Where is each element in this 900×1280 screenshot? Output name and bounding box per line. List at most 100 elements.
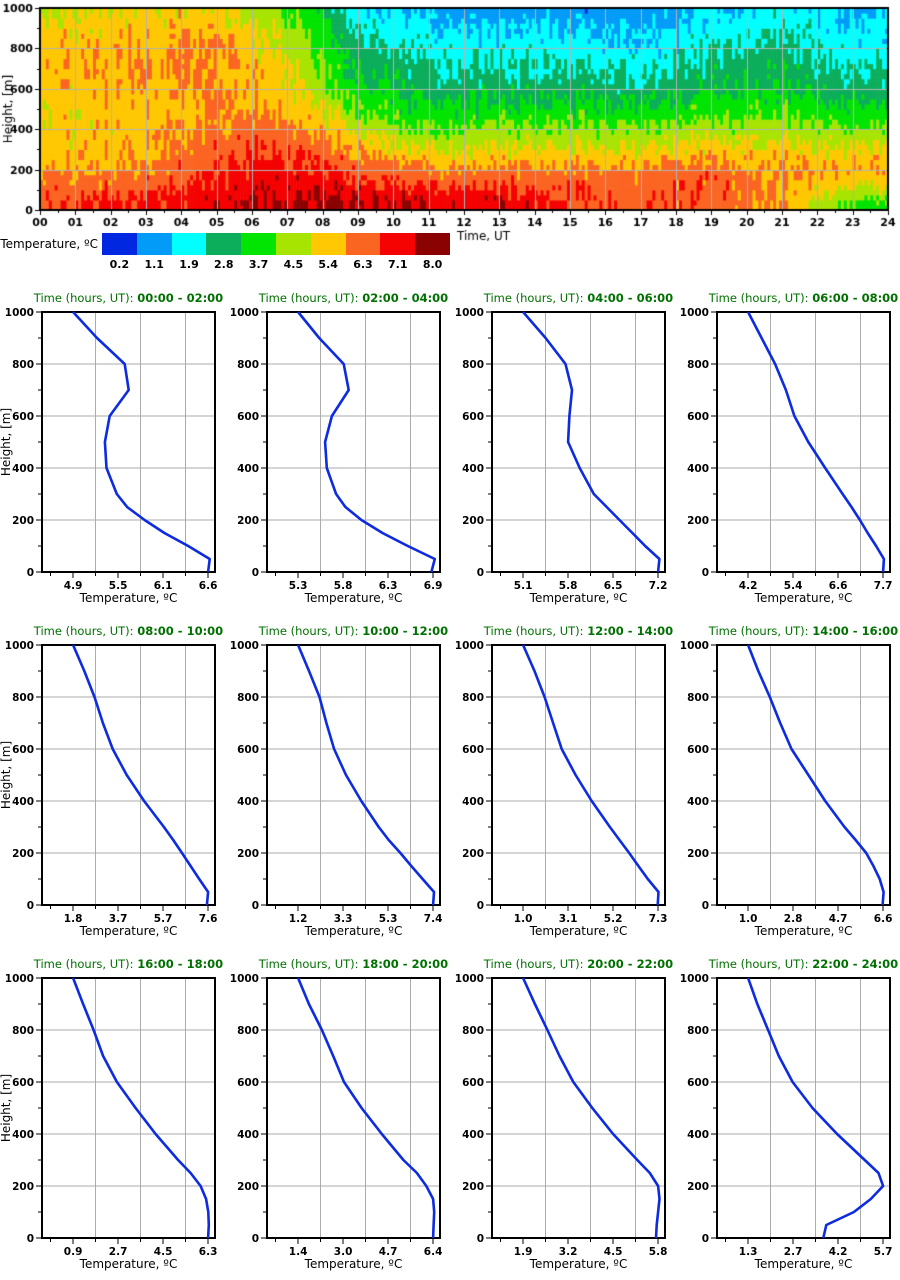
profile-subplot-svg-11: 1.9 3.2 4.5 5.8 0 200 400 600 800 1000 Temperature… — [455, 957, 673, 1271]
svg-text:800: 800 — [687, 692, 709, 704]
subplot-ticks — [486, 311, 659, 578]
subplot-ticks — [711, 977, 884, 1244]
colorbar-segment — [136, 233, 172, 255]
svg-text:7.2: 7.2 — [649, 580, 668, 592]
colorbar-tick-label: 1.1 — [144, 258, 164, 271]
svg-text:800: 800 — [462, 359, 484, 371]
svg-text:6.1: 6.1 — [154, 580, 173, 592]
svg-text:5.3: 5.3 — [379, 913, 398, 925]
svg-text:1.8: 1.8 — [64, 913, 83, 925]
svg-text:400: 400 — [12, 796, 34, 808]
colorbar-segment — [380, 233, 416, 255]
subplot-ticks — [486, 644, 659, 911]
subplot-ticks — [711, 311, 884, 578]
svg-text:400: 400 — [237, 796, 259, 808]
temperature-profile-line — [521, 644, 660, 906]
subplot-border — [41, 311, 216, 573]
svg-text:600: 600 — [462, 411, 484, 423]
subplot-ticks — [36, 644, 209, 911]
subplot-tick-labels: 1.3 2.7 4.2 5.7 0 200 400 600 800 1000 — [680, 973, 893, 1258]
svg-text:1000: 1000 — [455, 307, 484, 319]
svg-text:1000: 1000 — [230, 640, 259, 652]
colorbar-segment — [345, 233, 381, 255]
profile-subplot-10: 1.4 3.0 4.7 6.4 0 200 400 600 800 1000 Temperature… — [225, 954, 450, 1279]
svg-text:6.3: 6.3 — [379, 580, 398, 592]
svg-text:7.7: 7.7 — [874, 580, 893, 592]
svg-text:3.2: 3.2 — [559, 1246, 578, 1258]
colorbar-segment — [206, 233, 242, 255]
svg-text:400: 400 — [12, 1129, 34, 1141]
subplot-tick-labels: 5.3 5.8 6.3 6.9 0 200 400 600 800 1000 — [230, 307, 443, 592]
svg-text:6.5: 6.5 — [604, 580, 623, 592]
svg-text:1000: 1000 — [455, 973, 484, 985]
profile-subplot-svg-2: 5.3 5.8 6.3 6.9 0 200 400 600 800 1000 Temperature… — [230, 291, 448, 605]
svg-text:800: 800 — [462, 692, 484, 704]
svg-text:600: 600 — [237, 744, 259, 756]
svg-text:4.7: 4.7 — [379, 1246, 398, 1258]
subplot-border — [41, 644, 216, 906]
subplot-border — [491, 311, 666, 573]
svg-text:400: 400 — [687, 463, 709, 475]
subplot-title: Time (hours, UT): 12:00 - 14:00 — [483, 624, 673, 638]
svg-text:600: 600 — [462, 1077, 484, 1089]
svg-text:200: 200 — [687, 515, 709, 527]
svg-text:200: 200 — [237, 848, 259, 860]
svg-text:1000: 1000 — [230, 973, 259, 985]
subplot-grid — [42, 645, 215, 905]
colorbar-segment — [241, 233, 276, 255]
svg-text:5.3: 5.3 — [289, 580, 308, 592]
subplot-xlabel: Temperature, ºC — [754, 591, 853, 605]
subplot-tick-labels: 1.0 3.1 5.2 7.3 0 200 400 600 800 1000 — [455, 640, 668, 925]
subplot-title: Time (hours, UT): 20:00 - 22:00 — [483, 957, 673, 971]
colorbar-tick-label: 7.1 — [388, 258, 408, 271]
subplot-xlabel: Temperature, ºC — [304, 1257, 403, 1271]
subplot-title: Time (hours, UT): 10:00 - 12:00 — [258, 624, 448, 638]
profile-subplot-svg-6: 1.2 3.3 5.3 7.4 0 200 400 600 800 1000 Temperature… — [230, 624, 448, 938]
colorbar-tick-label: 1.9 — [179, 258, 199, 271]
subplot-tick-labels: 1.0 2.8 4.7 6.6 0 200 400 600 800 1000 — [680, 640, 893, 925]
subplot-tick-labels: 0.9 2.7 4.5 6.3 0 200 400 600 800 1000 — [5, 973, 218, 1258]
profile-subplot-4: 4.2 5.4 6.6 7.7 0 200 400 600 800 1000 Temperature… — [675, 288, 900, 613]
svg-text:800: 800 — [237, 359, 259, 371]
colorbar-title: Temperature, ºC — [0, 237, 98, 251]
profile-subplot-12: 1.3 2.7 4.2 5.7 0 200 400 600 800 1000 Temperature… — [675, 954, 900, 1279]
profile-subplot-6: 1.2 3.3 5.3 7.4 0 200 400 600 800 1000 Temperature… — [225, 621, 450, 946]
svg-text:800: 800 — [237, 692, 259, 704]
svg-text:800: 800 — [12, 692, 34, 704]
subplot-ylabel: Height, [m] — [0, 408, 13, 476]
svg-text:400: 400 — [462, 463, 484, 475]
subplot-xlabel: Temperature, ºC — [79, 1257, 178, 1271]
subplot-title: Time (hours, UT): 04:00 - 06:00 — [483, 291, 673, 305]
temperature-profile-line — [296, 977, 436, 1239]
subplot-ticks — [36, 977, 209, 1244]
svg-text:200: 200 — [462, 848, 484, 860]
svg-text:400: 400 — [237, 1129, 259, 1141]
temperature-profile-line — [746, 977, 885, 1239]
svg-text:200: 200 — [237, 1181, 259, 1193]
profile-grid: 4.9 5.5 6.1 6.6 0 200 400 600 800 1000 Temperature… — [0, 288, 900, 1279]
svg-text:1000: 1000 — [680, 307, 709, 319]
svg-text:0: 0 — [477, 1233, 484, 1245]
svg-text:800: 800 — [12, 359, 34, 371]
temperature-colorbar-legend: Temperature, ºC 0.2 1.1 1.9 2.8 3.7 4.5 5.4 6.3… — [0, 233, 900, 271]
svg-text:400: 400 — [462, 1129, 484, 1141]
svg-text:800: 800 — [687, 359, 709, 371]
svg-text:1000: 1000 — [5, 640, 34, 652]
svg-text:800: 800 — [237, 1025, 259, 1037]
subplot-grid — [267, 978, 440, 1238]
subplot-xlabel: Temperature, ºC — [79, 924, 178, 938]
svg-text:0: 0 — [477, 567, 484, 579]
colorbar-segment — [171, 233, 207, 255]
subplot-title: Time (hours, UT): 00:00 - 02:00 — [33, 291, 223, 305]
svg-text:200: 200 — [687, 1181, 709, 1193]
svg-text:6.6: 6.6 — [829, 580, 848, 592]
colorbar — [102, 233, 450, 255]
colorbar-tick-label: 4.5 — [283, 258, 304, 271]
temperature-profile-line — [521, 977, 661, 1239]
svg-text:400: 400 — [237, 463, 259, 475]
subplot-grid — [717, 312, 890, 572]
svg-text:3.0: 3.0 — [334, 1246, 353, 1258]
profile-subplot-svg-7: 1.0 3.1 5.2 7.3 0 200 400 600 800 1000 Temperature… — [455, 624, 673, 938]
svg-text:0: 0 — [27, 567, 34, 579]
